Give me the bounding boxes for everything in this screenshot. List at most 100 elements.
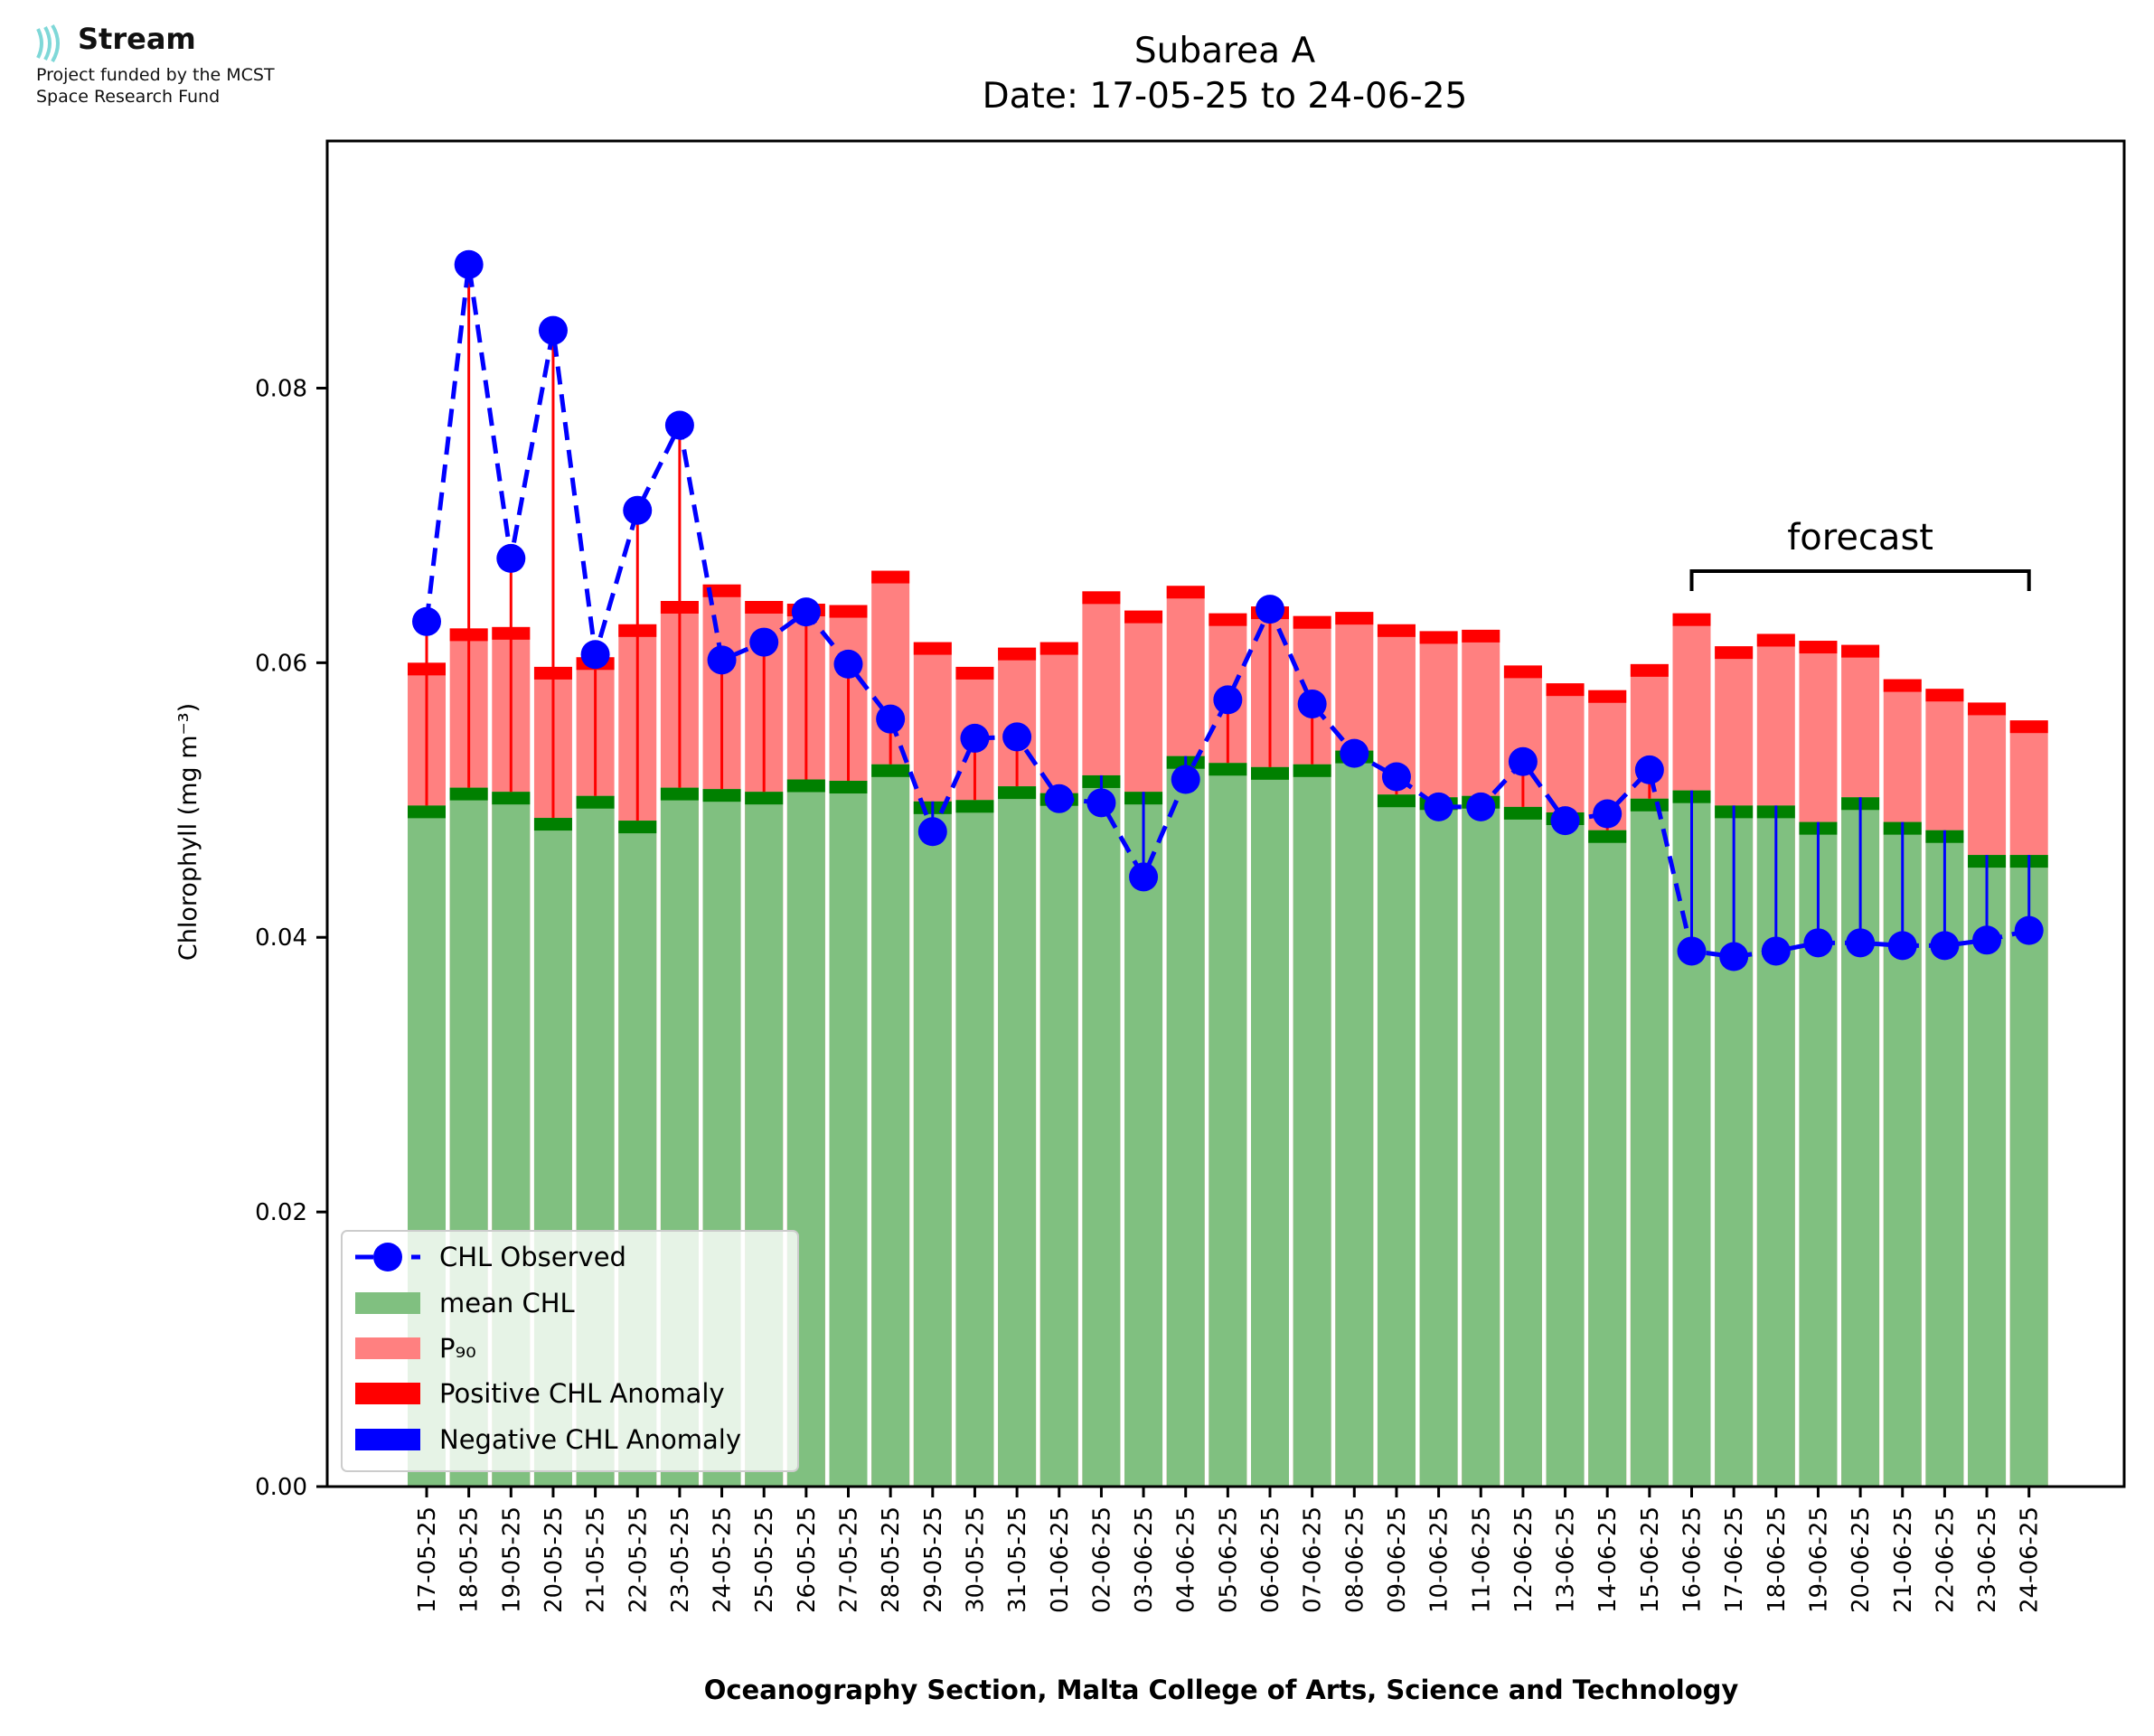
chl-observed-point: [833, 649, 863, 679]
legend-label: CHL Observed: [439, 1242, 626, 1272]
legend-label: mean CHL: [439, 1288, 575, 1318]
p90-cap: [1377, 624, 1416, 637]
x-axis-label: Oceanography Section, Malta College of A…: [704, 1675, 1739, 1705]
p90-cap: [1462, 629, 1500, 643]
forecast-label: forecast: [1787, 517, 1933, 558]
chl-observed-point: [580, 640, 610, 670]
legend-label: Negative CHL Anomaly: [439, 1424, 741, 1455]
chart-title: Subarea A: [1133, 31, 1316, 71]
x-tick-label: 22-06-25: [1932, 1506, 1959, 1613]
mean-chl-cap: [660, 787, 699, 801]
mean-chl-cap: [871, 764, 910, 777]
x-tick-label: 24-06-25: [2017, 1506, 2044, 1613]
chl-observed-point: [707, 645, 737, 675]
x-tick-label: 17-05-25: [414, 1506, 441, 1613]
chl-observed-point: [623, 495, 653, 525]
x-tick-label: 30-05-25: [962, 1506, 989, 1613]
mean-chl-cap: [1293, 764, 1331, 777]
mean-chl-bar: [1462, 795, 1500, 1487]
plot-frame: [325, 139, 2126, 1488]
x-tick-label: 20-05-25: [541, 1506, 568, 1613]
chl-observed-point: [917, 817, 947, 847]
mean-chl-bar: [1630, 798, 1669, 1487]
y-axis-label: Chlorophyll (mg m⁻³): [174, 703, 202, 961]
chl-observed-point: [1761, 936, 1791, 966]
legend-label: P₉₀: [439, 1333, 476, 1364]
mean-chl-bar: [1039, 793, 1078, 1487]
mean-chl-cap: [449, 787, 488, 801]
mean-chl-cap: [1377, 794, 1416, 808]
chl-observed-point: [960, 723, 990, 753]
x-tick-label: 12-06-25: [1510, 1506, 1538, 1613]
p90-cap: [1039, 642, 1078, 655]
x-tick-label: 18-06-25: [1764, 1506, 1791, 1613]
p90-cap: [1715, 646, 1754, 660]
legend-label: Positive CHL Anomaly: [439, 1378, 725, 1409]
p90-cap: [1124, 610, 1163, 624]
x-tick-label: 04-06-25: [1173, 1506, 1200, 1613]
mean-chl-cap: [576, 795, 615, 809]
p90-cap: [1841, 644, 1880, 658]
chl-observed-point: [1593, 799, 1623, 829]
p90-cap: [1419, 631, 1458, 644]
chl-observed-point: [1340, 738, 1369, 768]
mean-chl-bar: [1124, 792, 1163, 1487]
logo-line-2: Space Research Fund: [36, 87, 221, 107]
mean-chl-bar: [1251, 766, 1289, 1487]
p90-cap: [702, 584, 741, 597]
mean-chl-bar: [1209, 763, 1247, 1487]
p90-cap: [1968, 702, 2007, 716]
x-tick-label: 19-05-25: [498, 1506, 525, 1613]
x-tick-label: 10-06-25: [1426, 1506, 1453, 1613]
p90-cap: [955, 666, 994, 680]
x-tick-label: 15-06-25: [1637, 1506, 1664, 1613]
x-tick-label: 31-05-25: [1004, 1506, 1031, 1613]
mean-chl-bar: [1503, 806, 1542, 1487]
chl-observed-point: [1424, 792, 1453, 821]
legend-swatch: [355, 1292, 420, 1314]
chl-observed-point: [791, 597, 821, 627]
mean-chl-bar: [1293, 764, 1331, 1487]
x-tick-label: 20-06-25: [1848, 1506, 1875, 1613]
mean-chl-bar: [2009, 855, 2048, 1487]
mean-chl-bar: [1588, 830, 1627, 1487]
p90-cap: [1503, 665, 1542, 679]
chl-observed-point: [454, 249, 484, 279]
x-tick-label: 14-06-25: [1594, 1506, 1622, 1613]
chl-observed-point: [496, 543, 526, 573]
legend-swatch: [355, 1429, 420, 1450]
p90-cap: [998, 647, 1037, 661]
p90-cap: [2009, 720, 2048, 734]
chl-observed-points: [412, 249, 2044, 971]
x-tick-label: 23-05-25: [667, 1506, 694, 1613]
chl-observed-point: [1466, 792, 1496, 821]
chl-observed-point: [1213, 685, 1243, 715]
stream-waves-icon: [36, 23, 60, 63]
p90-cap: [1293, 615, 1331, 629]
mean-chl-cap: [1209, 763, 1247, 776]
mean-chl-cap: [1251, 766, 1289, 780]
x-tick-label: 25-05-25: [751, 1506, 778, 1613]
x-tick-label: 06-06-25: [1257, 1506, 1284, 1613]
legend-swatch: [355, 1383, 420, 1404]
p90-cap: [1166, 586, 1205, 599]
mean-chl-bar: [1082, 774, 1121, 1487]
x-tick-label: 02-06-25: [1088, 1506, 1115, 1613]
p90-cap: [1630, 663, 1669, 677]
x-tick-label: 01-06-25: [1047, 1506, 1074, 1613]
y-tick-label: 0.08: [255, 375, 307, 402]
legend-box: [341, 1230, 799, 1472]
mean-chl-cap: [745, 792, 784, 805]
x-tick-label: 29-05-25: [920, 1506, 947, 1613]
mean-chl-cap: [1588, 830, 1627, 843]
x-tick-label: 16-06-25: [1679, 1506, 1707, 1613]
mean-chl-bar: [829, 781, 868, 1487]
p90-cap: [829, 605, 868, 618]
mean-chl-cap: [786, 779, 825, 793]
mean-chl-bar: [1546, 812, 1585, 1487]
chl-observed-point: [1803, 928, 1833, 958]
mean-chl-bar: [1419, 797, 1458, 1487]
mean-chl-bar: [1335, 750, 1374, 1487]
chl-observed-point: [1930, 931, 1960, 961]
chl-observed-point: [1677, 936, 1707, 966]
